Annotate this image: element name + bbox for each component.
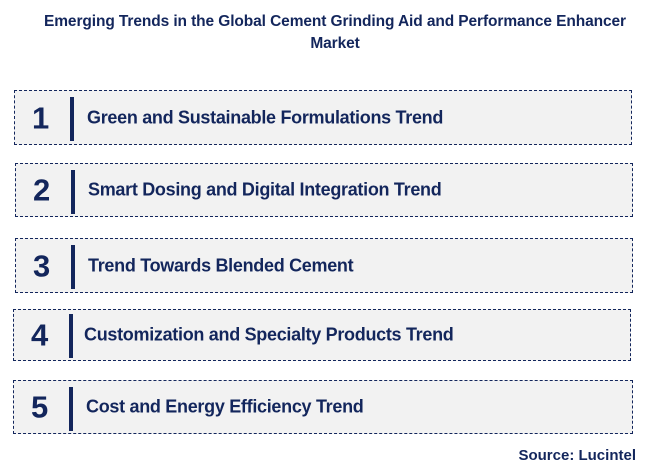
divider-bar (71, 170, 75, 214)
trend-item-4: 4 Customization and Specialty Products T… (13, 309, 631, 361)
trend-number: 2 (33, 172, 51, 208)
trend-number: 1 (32, 100, 50, 135)
trend-label: Customization and Specialty Products Tre… (84, 324, 454, 345)
trend-label: Trend Towards Blended Cement (88, 255, 354, 275)
source-credit: Source: Lucintel (518, 447, 636, 464)
trend-number: 5 (31, 389, 49, 425)
trend-label: Green and Sustainable Formulations Trend (87, 107, 444, 127)
divider-bar (71, 245, 75, 289)
trend-number: 3 (33, 248, 51, 283)
divider-bar (70, 97, 74, 141)
trend-label: Smart Dosing and Digital Integration Tre… (88, 179, 442, 200)
trend-item-5: 5 Cost and Energy Efficiency Trend (13, 380, 633, 434)
trend-number: 4 (31, 317, 49, 353)
divider-bar (69, 314, 73, 358)
page-title: Emerging Trends in the Global Cement Gri… (44, 13, 626, 52)
trend-item-2: 2 Smart Dosing and Digital Integration T… (15, 163, 633, 217)
trend-item-1: 1 Green and Sustainable Formulations Tre… (14, 90, 632, 145)
trend-label: Cost and Energy Efficiency Trend (86, 396, 364, 417)
divider-bar (69, 387, 73, 431)
trend-item-3: 3 Trend Towards Blended Cement (15, 238, 633, 293)
